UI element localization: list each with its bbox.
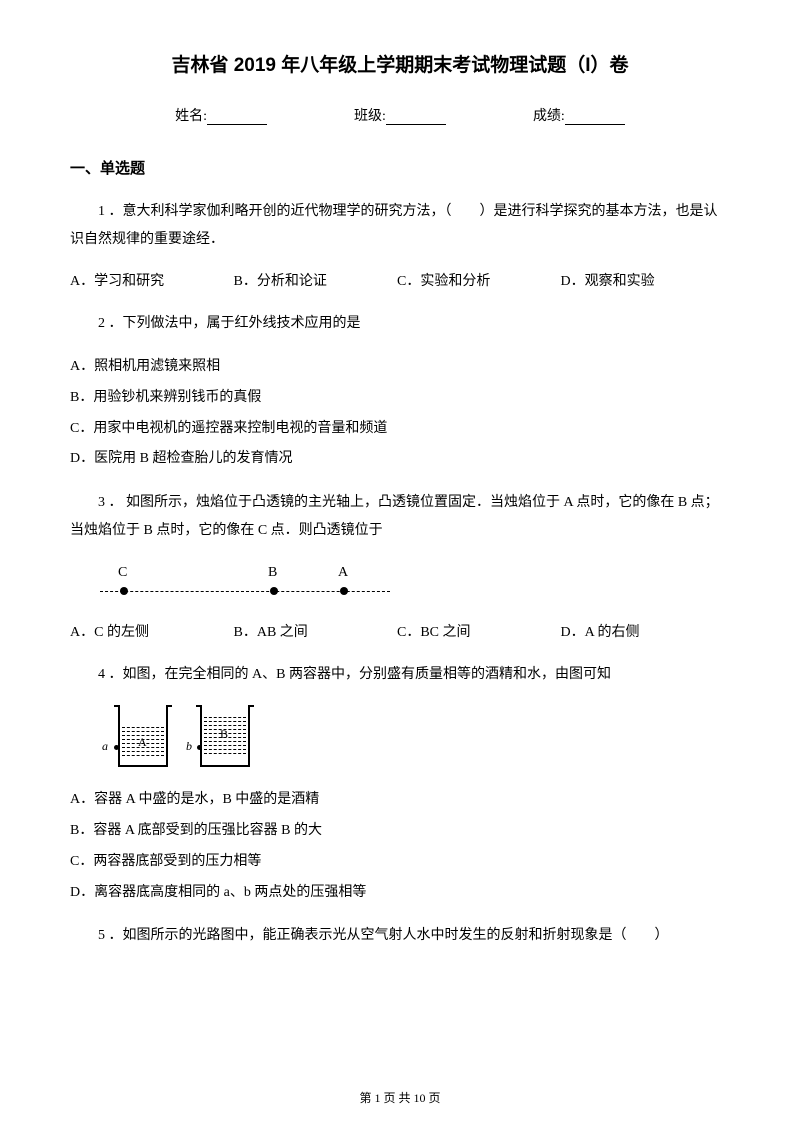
q3-options: A．C 的左侧 B．AB 之间 C．BC 之间 D．A 的右侧 xyxy=(70,619,730,647)
q2-opt-d[interactable]: D．医院用 B 超检查胎儿的发育情况 xyxy=(70,444,730,475)
mark-b-in: B xyxy=(220,727,228,742)
q3-opt-c[interactable]: C．BC 之间 xyxy=(397,619,557,647)
q4-opt-a[interactable]: A．容器 A 中盛的是水，B 中盛的是酒精 xyxy=(70,785,730,816)
score-label: 成绩: xyxy=(533,109,565,124)
q3-opt-b[interactable]: B．AB 之间 xyxy=(234,619,394,647)
q3-dot-b xyxy=(270,587,278,595)
q4-opt-c[interactable]: C．两容器底部受到的压力相等 xyxy=(70,847,730,878)
q1-opt-a[interactable]: A．学习和研究 xyxy=(70,268,230,296)
name-blank[interactable] xyxy=(207,111,267,125)
section-heading: 一、单选题 xyxy=(70,157,730,178)
q3-lbl-a: A xyxy=(338,565,348,581)
q4-options: A．容器 A 中盛的是水，B 中盛的是酒精 B．容器 A 底部受到的压强比容器 … xyxy=(70,785,730,908)
name-label: 姓名: xyxy=(175,109,207,124)
q3-lbl-b: B xyxy=(268,565,277,581)
q2-options: A．照相机用滤镜来照相 B．用验钞机来辨别钱币的真假 C．用家中电视机的遥控器来… xyxy=(70,352,730,475)
q1-opt-d[interactable]: D．观察和实验 xyxy=(561,268,721,296)
mark-a-in: A xyxy=(138,735,147,750)
q3-opt-d[interactable]: D．A 的右侧 xyxy=(561,619,721,647)
mark-b: b xyxy=(186,739,192,754)
class-blank[interactable] xyxy=(386,111,446,125)
q3-figure: C B A xyxy=(100,559,390,609)
mark-a: a xyxy=(102,739,108,754)
q3-opt-a[interactable]: A．C 的左侧 xyxy=(70,619,230,647)
q1-opt-c[interactable]: C．实验和分析 xyxy=(397,268,557,296)
q4-opt-b[interactable]: B．容器 A 底部受到的压强比容器 B 的大 xyxy=(70,816,730,847)
q4-opt-d[interactable]: D．离容器底高度相同的 a、b 两点处的压强相等 xyxy=(70,878,730,909)
q2-opt-c[interactable]: C．用家中电视机的遥控器来控制电视的音量和频道 xyxy=(70,414,730,445)
info-line: 姓名: 班级: 成绩: xyxy=(70,105,730,125)
q3-lbl-c: C xyxy=(118,565,127,581)
q3-stem: 3 ． 如图所示，烛焰位于凸透镜的主光轴上，凸透镜位置固定．当烛焰位于 A 点时… xyxy=(70,489,730,545)
score-blank[interactable] xyxy=(565,111,625,125)
q1-stem: 1 ．意大利科学家伽利略开创的近代物理学的研究方法，（ ）是进行科学探究的基本方… xyxy=(70,198,730,254)
q4-stem: 4 ．如图，在完全相同的 A、B 两容器中，分别盛有质量相等的酒精和水，由图可知 xyxy=(70,661,730,689)
q2-stem: 2 ．下列做法中，属于红外线技术应用的是 xyxy=(70,310,730,338)
q2-opt-b[interactable]: B．用验钞机来辨别钱币的真假 xyxy=(70,383,730,414)
q3-dot-a xyxy=(340,587,348,595)
q4-figure: a A b B xyxy=(100,703,280,773)
q1-opt-b[interactable]: B．分析和论证 xyxy=(234,268,394,296)
q5-stem: 5 ．如图所示的光路图中，能正确表示光从空气射人水中时发生的反射和折射现象是（ … xyxy=(70,922,730,950)
class-label: 班级: xyxy=(354,109,386,124)
page-title: 吉林省 2019 年八年级上学期期末考试物理试题（I）卷 xyxy=(70,50,730,77)
q3-dot-c xyxy=(120,587,128,595)
q1-options: A．学习和研究 B．分析和论证 C．实验和分析 D．观察和实验 xyxy=(70,268,730,296)
page-footer: 第 1 页 共 10 页 xyxy=(0,1089,800,1106)
q2-opt-a[interactable]: A．照相机用滤镜来照相 xyxy=(70,352,730,383)
